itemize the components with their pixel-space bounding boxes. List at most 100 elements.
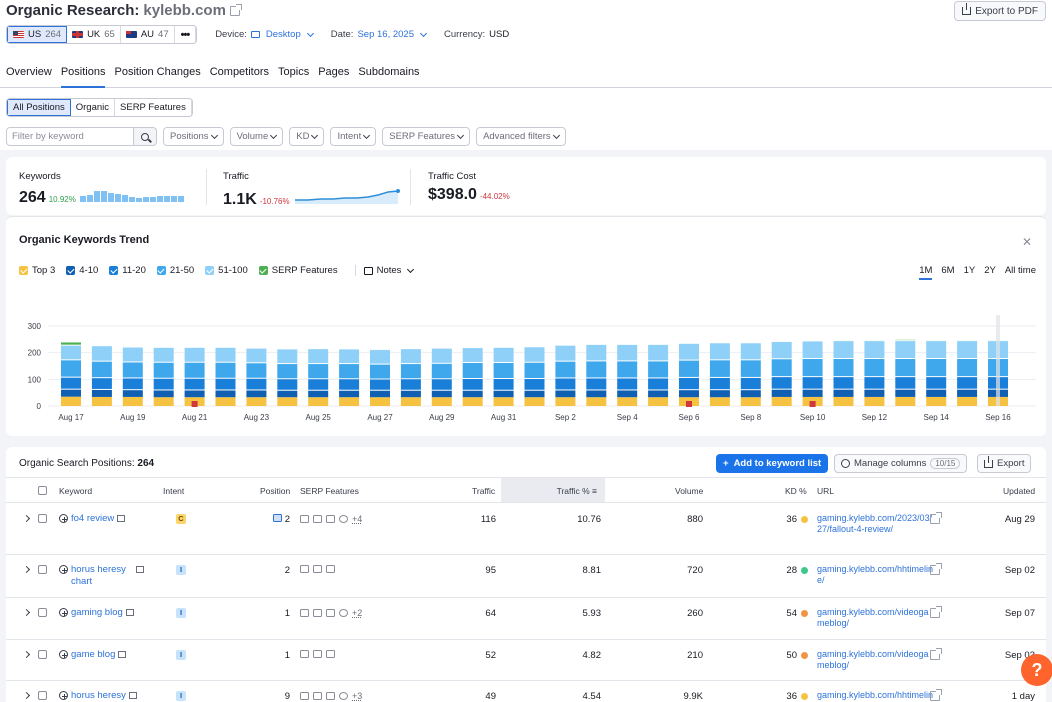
row-checkbox[interactable] (38, 565, 47, 574)
bar-top-3[interactable] (493, 397, 514, 406)
bar-top-3[interactable] (833, 396, 854, 406)
filter-positions[interactable]: Positions (163, 127, 224, 146)
add-keyword-icon[interactable] (59, 514, 68, 523)
bar-4-10[interactable] (246, 390, 267, 398)
expand-chevron-icon[interactable] (22, 514, 31, 523)
bar-21-50[interactable] (957, 359, 978, 377)
bar-11-20[interactable] (617, 378, 638, 390)
bar-top-3[interactable] (370, 397, 390, 406)
bar-11-20[interactable] (431, 379, 452, 390)
bar-4-10[interactable] (802, 389, 823, 397)
serp-more[interactable]: +3 (352, 691, 363, 701)
bar-11-20[interactable] (771, 377, 792, 389)
bar-21-50[interactable] (246, 363, 267, 378)
bar-51-100[interactable] (339, 349, 360, 364)
filter-serp-features[interactable]: SERP Features (382, 127, 471, 146)
select-all-checkbox[interactable] (38, 486, 47, 495)
bar-21-50[interactable] (833, 359, 854, 377)
legend-top-3[interactable]: Top 3 (19, 265, 55, 276)
bar-top-3[interactable] (91, 396, 112, 406)
expand-chevron-icon[interactable] (22, 565, 31, 574)
bar-51-100[interactable] (709, 343, 730, 360)
serp-preview-icon[interactable] (118, 651, 127, 658)
col-traffic[interactable]: Traffic (472, 486, 496, 496)
legend-21-50[interactable]: 21-50 (156, 265, 194, 276)
bar-51-100[interactable] (91, 346, 112, 361)
bar-top-3[interactable] (400, 397, 421, 406)
bar-51-100[interactable] (679, 343, 699, 360)
bar-4-10[interactable] (957, 389, 978, 397)
bar-11-20[interactable] (370, 379, 390, 390)
bar-51-100[interactable] (277, 349, 298, 364)
db-uk[interactable]: UK 65 (67, 26, 121, 43)
bar-51-100[interactable] (740, 343, 761, 360)
more-databases-button[interactable]: ••• (175, 26, 197, 43)
manage-columns-button[interactable]: Manage columns 10/15 (834, 454, 968, 473)
subtab-serp-features[interactable]: SERP Features (115, 99, 192, 116)
bar-4-10[interactable] (370, 390, 390, 398)
tab-position-changes[interactable]: Position Changes (114, 66, 201, 78)
bar-4-10[interactable] (771, 389, 792, 397)
bar-4-10[interactable] (215, 390, 236, 398)
external-link-icon[interactable] (930, 563, 942, 575)
bar-top-3[interactable] (153, 397, 174, 406)
db-us[interactable]: US 264 (7, 26, 68, 43)
tab-overview[interactable]: Overview (6, 66, 52, 78)
bar-11-20[interactable] (802, 377, 823, 389)
bar-51-100[interactable] (957, 341, 978, 358)
range-1y[interactable]: 1Y (963, 265, 976, 276)
tab-pages[interactable]: Pages (318, 66, 350, 78)
bar-51-100[interactable] (617, 344, 638, 361)
bar-51-100[interactable] (771, 341, 792, 359)
bar-top-3[interactable] (339, 397, 360, 406)
traffic-metric[interactable]: Traffic 1.1K -10.76% (223, 171, 403, 209)
bar-top-3[interactable] (277, 397, 298, 406)
bar-51-100[interactable] (308, 349, 329, 364)
bar-top-3[interactable] (617, 397, 638, 406)
bar-21-50[interactable] (648, 361, 669, 378)
bar-11-20[interactable] (400, 379, 421, 390)
search-button[interactable] (134, 127, 157, 146)
serp-preview-icon[interactable] (128, 692, 137, 699)
bar-21-50[interactable] (277, 364, 298, 379)
bar-51-100[interactable] (462, 348, 483, 362)
col-intent[interactable]: Intent (163, 486, 185, 496)
bar-21-50[interactable] (926, 359, 947, 377)
bar-4-10[interactable] (709, 390, 730, 398)
db-au[interactable]: AU 47 (121, 26, 175, 43)
bar-11-20[interactable] (895, 377, 916, 389)
row-checkbox[interactable] (38, 608, 47, 617)
bar-4-10[interactable] (895, 389, 916, 397)
bar-11-20[interactable] (957, 377, 978, 389)
bar-4-10[interactable] (524, 390, 545, 398)
bar-51-100[interactable] (493, 347, 514, 362)
bar-21-50[interactable] (555, 361, 576, 378)
bar-11-20[interactable] (184, 378, 205, 390)
bar-top-3[interactable] (586, 397, 607, 406)
external-link-icon[interactable] (229, 3, 242, 16)
notes-dropdown[interactable]: Notes (354, 265, 415, 276)
bar-51-100[interactable] (122, 347, 143, 362)
bar-11-20[interactable] (339, 379, 360, 390)
bar-51-100[interactable] (431, 348, 452, 363)
bar-4-10[interactable] (339, 390, 360, 398)
bar-4-10[interactable] (308, 390, 329, 398)
bar-21-50[interactable] (679, 360, 699, 377)
bar-top-3[interactable] (957, 396, 978, 406)
range-1m[interactable]: 1M (919, 265, 933, 280)
bar-4-10[interactable] (400, 390, 421, 398)
bar-21-50[interactable] (493, 363, 514, 378)
serp-more[interactable]: +4 (352, 514, 363, 524)
bar-51-100[interactable] (802, 341, 823, 358)
bar-4-10[interactable] (586, 390, 607, 398)
bar-21-50[interactable] (91, 361, 112, 378)
bar-top-3[interactable] (555, 397, 576, 406)
bar-51-100[interactable] (246, 348, 267, 363)
bar-21-50[interactable] (709, 360, 730, 377)
bar-11-20[interactable] (462, 379, 483, 390)
keyword-link[interactable]: horus heresy chart (59, 564, 144, 588)
col-serp-features[interactable]: SERP Features (300, 486, 359, 496)
tab-positions[interactable]: Positions (60, 64, 106, 88)
bar-11-20[interactable] (586, 378, 607, 390)
bar-51-100[interactable] (370, 349, 390, 364)
